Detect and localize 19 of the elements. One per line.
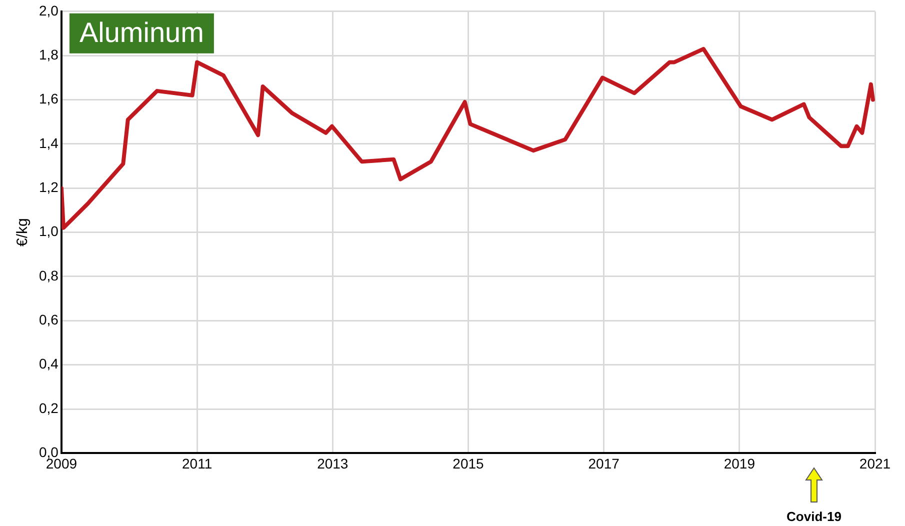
- y-tick-label: 2,0: [38, 2, 59, 18]
- x-tick-label: 2015: [452, 455, 484, 472]
- y-tick-label: 0,6: [38, 312, 59, 328]
- text: Covid-19: [786, 509, 842, 524]
- y-tick-label: 0,2: [38, 400, 59, 416]
- y-tick-label: 1,4: [38, 134, 59, 151]
- chart-title: Aluminum: [79, 17, 204, 48]
- y-tick-label: 1,0: [38, 223, 59, 240]
- x-tick-label: 2017: [588, 455, 620, 472]
- y-tick-label: 1,6: [38, 90, 59, 107]
- x-tick-label: 2013: [317, 455, 348, 472]
- y-tick-label: 1,8: [38, 46, 59, 62]
- y-tick-label: 0,4: [38, 356, 59, 372]
- y-axis-title: €/kg: [14, 218, 32, 246]
- x-tick-label: 2021: [859, 455, 891, 472]
- x-tick-label: 2019: [724, 455, 756, 472]
- y-tick-label: 1,2: [38, 178, 59, 195]
- y-tick-label: 0,8: [38, 267, 59, 284]
- x-tick-label: 2011: [182, 455, 212, 472]
